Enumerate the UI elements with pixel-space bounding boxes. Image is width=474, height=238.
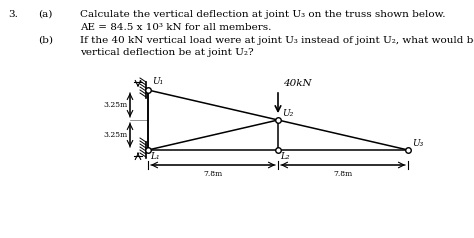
Text: U₃: U₃ bbox=[412, 139, 423, 148]
Text: 3.25m: 3.25m bbox=[104, 131, 128, 139]
Text: 7.8m: 7.8m bbox=[203, 170, 223, 178]
Text: U₂: U₂ bbox=[282, 109, 293, 118]
Text: (b): (b) bbox=[38, 36, 53, 45]
Text: 3.25m: 3.25m bbox=[104, 101, 128, 109]
Text: 7.8m: 7.8m bbox=[333, 170, 353, 178]
Text: vertical deflection be at joint U₂?: vertical deflection be at joint U₂? bbox=[80, 48, 254, 57]
Text: AE = 84.5 x 10³ kN for all members.: AE = 84.5 x 10³ kN for all members. bbox=[80, 23, 272, 32]
Text: L₂: L₂ bbox=[280, 152, 290, 161]
Text: (a): (a) bbox=[38, 10, 52, 19]
Text: L₁: L₁ bbox=[150, 152, 160, 161]
Text: 40kN: 40kN bbox=[283, 79, 311, 88]
Text: U₁: U₁ bbox=[152, 77, 163, 86]
Text: 3.: 3. bbox=[8, 10, 18, 19]
Text: If the 40 kN vertical load were at joint U₃ instead of joint U₂, what would be t: If the 40 kN vertical load were at joint… bbox=[80, 36, 474, 45]
Text: Calculate the vertical deflection at joint U₃ on the truss shown below.: Calculate the vertical deflection at joi… bbox=[80, 10, 446, 19]
